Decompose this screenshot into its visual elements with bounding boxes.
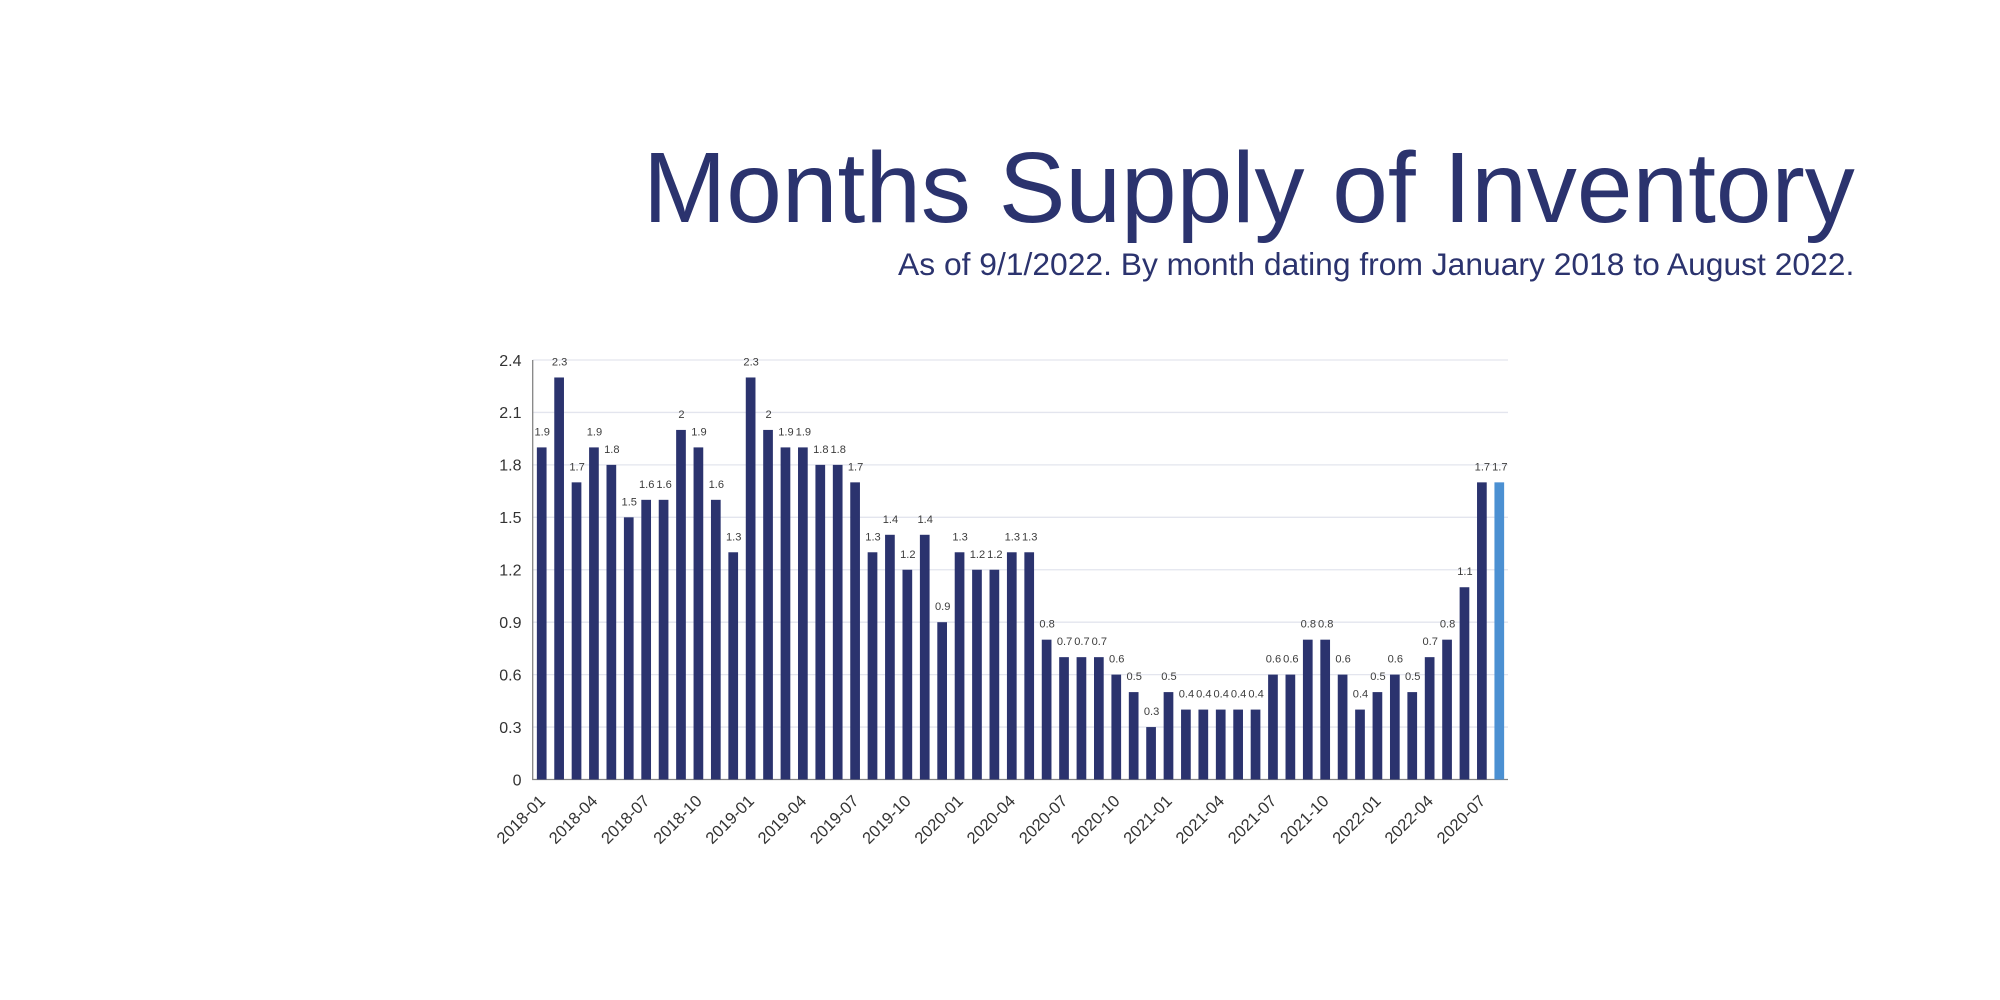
svg-text:2.1: 2.1 — [499, 405, 521, 422]
svg-text:0.6: 0.6 — [499, 667, 521, 684]
svg-text:As of 9/1/2022. By month datin: As of 9/1/2022. By month dating from Jan… — [898, 246, 1854, 282]
svg-text:2.4: 2.4 — [499, 353, 521, 370]
svg-text:1.9: 1.9 — [534, 426, 549, 438]
svg-text:0.4: 0.4 — [1248, 689, 1263, 701]
svg-text:1.3: 1.3 — [1005, 531, 1020, 543]
svg-text:2: 2 — [678, 409, 684, 421]
svg-text:1.3: 1.3 — [865, 531, 880, 543]
svg-text:0.7: 0.7 — [1092, 636, 1107, 648]
svg-text:Months Supply of Inventory: Months Supply of Inventory — [643, 132, 1855, 244]
svg-text:2.3: 2.3 — [552, 356, 567, 368]
svg-text:1.6: 1.6 — [639, 479, 654, 491]
svg-text:1.4: 1.4 — [883, 514, 898, 526]
svg-text:0.8: 0.8 — [1318, 619, 1333, 631]
svg-text:0.3: 0.3 — [499, 720, 521, 737]
svg-text:0.4: 0.4 — [1196, 689, 1211, 701]
svg-text:1.5: 1.5 — [622, 496, 637, 508]
svg-text:0.9: 0.9 — [935, 601, 950, 613]
svg-text:0.7: 0.7 — [1074, 636, 1089, 648]
svg-text:0.5: 0.5 — [1126, 671, 1141, 683]
svg-text:1.7: 1.7 — [848, 461, 863, 473]
svg-text:0.6: 0.6 — [1335, 654, 1350, 666]
svg-text:1.5: 1.5 — [499, 510, 521, 527]
svg-text:1.2: 1.2 — [970, 549, 985, 561]
svg-text:1.2: 1.2 — [900, 549, 915, 561]
svg-text:0.8: 0.8 — [1301, 619, 1316, 631]
svg-text:1.9: 1.9 — [796, 426, 811, 438]
svg-text:0.6: 0.6 — [1266, 654, 1281, 666]
svg-text:1.1: 1.1 — [1457, 566, 1472, 578]
svg-text:1.7: 1.7 — [1492, 461, 1507, 473]
svg-text:0.6: 0.6 — [1109, 654, 1124, 666]
svg-text:0.7: 0.7 — [1057, 636, 1072, 648]
svg-text:0.4: 0.4 — [1231, 689, 1246, 701]
svg-text:1.9: 1.9 — [587, 426, 602, 438]
svg-text:1.8: 1.8 — [830, 444, 845, 456]
svg-text:1.3: 1.3 — [726, 531, 741, 543]
svg-text:0.5: 0.5 — [1161, 671, 1176, 683]
svg-text:0.4: 0.4 — [1214, 689, 1229, 701]
svg-text:1.7: 1.7 — [1475, 461, 1490, 473]
svg-text:2.3: 2.3 — [743, 356, 758, 368]
svg-text:1.7: 1.7 — [569, 461, 584, 473]
svg-text:1.8: 1.8 — [813, 444, 828, 456]
svg-text:1.6: 1.6 — [656, 479, 671, 491]
svg-text:1.6: 1.6 — [709, 479, 724, 491]
svg-text:0.8: 0.8 — [1440, 619, 1455, 631]
svg-text:2: 2 — [765, 409, 771, 421]
svg-text:0.3: 0.3 — [1144, 706, 1159, 718]
svg-text:1.2: 1.2 — [499, 563, 521, 580]
svg-text:0.6: 0.6 — [1388, 654, 1403, 666]
svg-text:1.3: 1.3 — [952, 531, 967, 543]
svg-text:0.6: 0.6 — [1283, 654, 1298, 666]
svg-text:1.2: 1.2 — [987, 549, 1002, 561]
svg-text:0.9: 0.9 — [499, 615, 521, 632]
svg-text:1.9: 1.9 — [778, 426, 793, 438]
svg-text:0.5: 0.5 — [1405, 671, 1420, 683]
svg-text:0: 0 — [513, 772, 522, 789]
svg-text:0.7: 0.7 — [1422, 636, 1437, 648]
svg-text:1.4: 1.4 — [918, 514, 933, 526]
svg-text:1.8: 1.8 — [499, 458, 521, 475]
svg-text:0.8: 0.8 — [1039, 619, 1054, 631]
svg-text:1.8: 1.8 — [604, 444, 619, 456]
svg-text:0.5: 0.5 — [1370, 671, 1385, 683]
svg-text:1.9: 1.9 — [691, 426, 706, 438]
svg-text:0.4: 0.4 — [1353, 689, 1368, 701]
svg-text:1.3: 1.3 — [1022, 531, 1037, 543]
svg-text:0.4: 0.4 — [1179, 689, 1194, 701]
